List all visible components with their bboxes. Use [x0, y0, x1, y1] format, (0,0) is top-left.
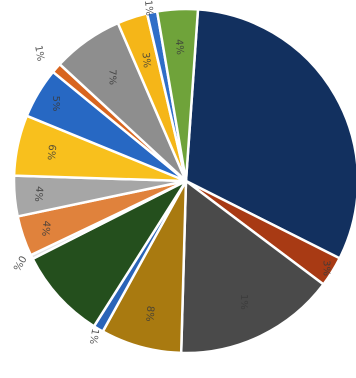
slice-percent-label: 3%: [320, 260, 331, 276]
slice-percent-label: 4%: [173, 39, 185, 56]
slice-percent-label: 1%: [87, 328, 101, 346]
slice-percent-label: 0%: [10, 253, 27, 272]
slice-percent-label: 1%: [238, 294, 249, 310]
slice-percent-label: 7%: [107, 69, 118, 85]
slice-percent-label: 3%: [140, 52, 152, 69]
slice-percent-label: 5%: [50, 96, 61, 112]
slice-percent-label: 4%: [32, 186, 44, 203]
slice-percent-label: 1%: [32, 45, 46, 63]
pie-slice: [155, 7, 200, 183]
slice-percent-label: 6%: [45, 144, 57, 161]
slice-percent-label: 1%: [142, 0, 154, 16]
slice-percent-label: 8%: [143, 305, 155, 322]
pie-slices: [12, 7, 356, 355]
pie-slice: [31, 179, 188, 328]
slice-percent-label: 4%: [39, 220, 51, 237]
pie-slice: [184, 8, 356, 260]
pie-slice: [179, 179, 325, 355]
